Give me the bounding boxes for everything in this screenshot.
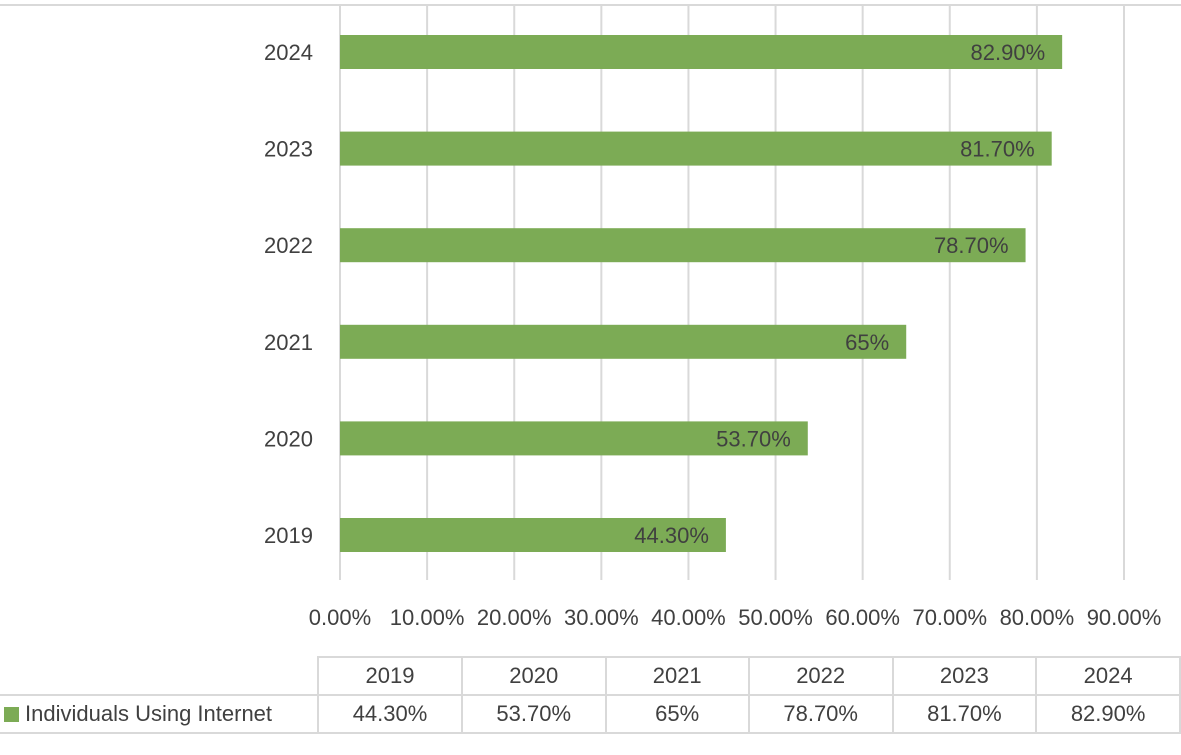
bar bbox=[340, 131, 1052, 166]
gridlines bbox=[339, 5, 1125, 580]
table-header-cell: 2020 bbox=[460, 656, 607, 696]
data-label: 82.90% bbox=[971, 40, 1046, 65]
table-corner bbox=[0, 657, 318, 695]
y-tick-label: 2023 bbox=[264, 137, 313, 162]
x-axis-labels: 0.00% 10.00% 20.00% 30.00% 40.00% 50.00% 60.00… bbox=[309, 605, 1162, 630]
bar bbox=[340, 35, 1063, 69]
x-tick-label: 10.00% bbox=[390, 605, 465, 630]
data-label: 78.70% bbox=[934, 233, 1009, 258]
table-header-cell: 2024 bbox=[1035, 656, 1181, 696]
table-value-cell: 44.30% bbox=[317, 694, 463, 734]
y-axis-labels: 2024 2023 2022 2021 2020 2019 bbox=[264, 40, 313, 548]
bar bbox=[340, 518, 726, 552]
bar-series: 82.90% 81.70% 78.70% 65% 53.70% 44.30% bbox=[340, 35, 1063, 552]
bar bbox=[340, 228, 1026, 263]
table-value-cell: 78.70% bbox=[747, 694, 894, 734]
y-tick-label: 2022 bbox=[264, 233, 313, 258]
table-value-cell: 65% bbox=[604, 694, 750, 734]
table-header-cell: 2022 bbox=[747, 656, 894, 696]
table-header-cell: 2019 bbox=[317, 656, 463, 696]
data-label: 65% bbox=[845, 330, 889, 355]
x-tick-label: 0.00% bbox=[309, 605, 371, 630]
x-tick-label: 60.00% bbox=[825, 605, 900, 630]
table-header-cell: 2023 bbox=[891, 656, 1038, 696]
x-tick-label: 70.00% bbox=[912, 605, 987, 630]
data-label: 53.70% bbox=[716, 426, 791, 451]
series-label-cell: Individuals Using Internet bbox=[0, 694, 320, 734]
bar-chart: 82.90%81.70%78.70%65%53.70%44.30% 202420… bbox=[0, 4, 1181, 630]
y-tick-label: 2024 bbox=[264, 40, 313, 65]
data-table: 2019 2020 2021 2022 2023 2024 Individual… bbox=[0, 656, 1181, 734]
x-tick-label: 40.00% bbox=[651, 605, 726, 630]
y-tick-label: 2019 bbox=[264, 523, 313, 548]
bar bbox=[340, 421, 808, 456]
data-label: 81.70% bbox=[960, 137, 1035, 162]
table-value-cell: 82.90% bbox=[1035, 694, 1181, 734]
x-tick-label: 90.00% bbox=[1087, 605, 1162, 630]
legend-swatch bbox=[4, 707, 19, 722]
table-header-cell: 2021 bbox=[604, 656, 750, 696]
table-value-cell: 81.70% bbox=[891, 694, 1038, 734]
series-name: Individuals Using Internet bbox=[25, 701, 273, 726]
table-value-cell: 53.70% bbox=[460, 694, 607, 734]
x-tick-label: 80.00% bbox=[1000, 605, 1075, 630]
table-row: Individuals Using Internet 44.30% 53.70%… bbox=[0, 694, 1181, 734]
bar bbox=[340, 324, 907, 359]
table-header-row: 2019 2020 2021 2022 2023 2024 bbox=[0, 656, 1181, 696]
x-tick-label: 50.00% bbox=[738, 605, 813, 630]
x-tick-label: 20.00% bbox=[477, 605, 552, 630]
y-tick-label: 2020 bbox=[264, 426, 313, 451]
x-tick-label: 30.00% bbox=[564, 605, 639, 630]
data-label: 44.30% bbox=[634, 523, 709, 548]
y-tick-label: 2021 bbox=[264, 330, 313, 355]
